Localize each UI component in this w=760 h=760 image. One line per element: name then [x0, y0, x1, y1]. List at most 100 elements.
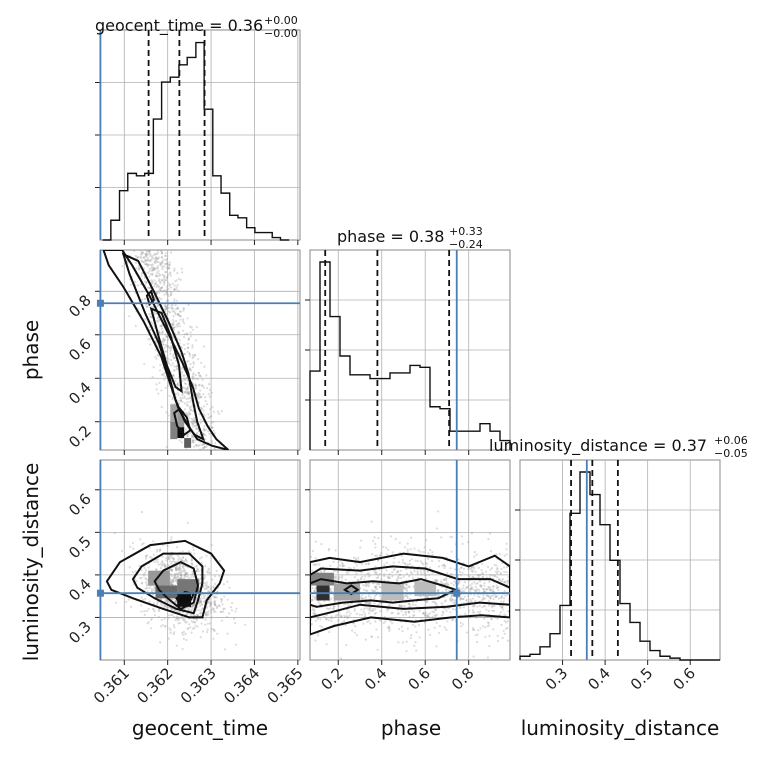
sample-point-phase-luminosity-distance-429 [433, 626, 436, 629]
sample-point-phase-luminosity-distance-513 [461, 571, 464, 574]
sample-point-geocent-time-phase-332 [173, 288, 176, 291]
sample-point-geocent-time-luminosity-distance-974 [140, 582, 143, 585]
sample-point-geocent-time-phase-384 [172, 328, 175, 331]
sample-point-geocent-time-luminosity-distance-862 [173, 631, 176, 634]
sample-point-geocent-time-phase-1081 [158, 296, 161, 300]
sample-point-geocent-time-luminosity-distance-393 [172, 558, 175, 561]
sample-point-geocent-time-luminosity-distance-99 [182, 633, 185, 637]
sample-point-geocent-time-phase-13 [187, 393, 190, 396]
sample-point-phase-luminosity-distance-225 [360, 539, 363, 542]
sample-point-phase-luminosity-distance-752 [506, 593, 509, 597]
sample-point-phase-luminosity-distance-139 [384, 620, 387, 623]
sample-point-geocent-time-phase-195 [134, 324, 137, 328]
sample-point-phase-luminosity-distance-787 [438, 631, 441, 635]
sample-point-geocent-time-phase-30 [139, 283, 143, 286]
sample-point-geocent-time-phase-601 [141, 260, 144, 263]
sample-point-geocent-time-luminosity-distance-413 [171, 575, 174, 578]
sample-point-phase-luminosity-distance-237 [366, 601, 369, 604]
sample-point-geocent-time-phase-416 [202, 345, 205, 348]
sample-point-phase-luminosity-distance-6 [375, 572, 378, 575]
sample-point-geocent-time-luminosity-distance-1085 [213, 596, 217, 599]
sample-point-phase-luminosity-distance-890 [503, 632, 506, 635]
sample-point-phase-luminosity-distance-917 [431, 553, 434, 556]
sample-point-phase-luminosity-distance-518 [425, 614, 428, 618]
sample-point-geocent-time-phase-1090 [155, 256, 158, 259]
sample-point-phase-luminosity-distance-1000 [434, 614, 437, 617]
sample-point-geocent-time-phase-868 [163, 293, 166, 296]
sample-point-geocent-time-phase-987 [146, 253, 149, 256]
sample-point-phase-luminosity-distance-1231 [448, 598, 451, 601]
sample-point-geocent-time-phase-949 [153, 260, 156, 264]
sample-point-geocent-time-luminosity-distance-173 [198, 598, 202, 601]
sample-point-phase-luminosity-distance-1127 [420, 561, 423, 564]
sample-point-phase-luminosity-distance-1372 [486, 594, 489, 597]
sample-point-geocent-time-phase-978 [143, 256, 146, 259]
sample-point-geocent-time-luminosity-distance-977 [226, 632, 229, 635]
sample-point-geocent-time-phase-364 [171, 396, 174, 399]
density-cell-phase-luminosity-distance-3 [381, 583, 404, 601]
sample-point-geocent-time-phase-50 [148, 286, 151, 289]
sample-point-geocent-time-luminosity-distance-822 [161, 561, 164, 564]
sample-point-geocent-time-phase-805 [182, 307, 186, 310]
sample-point-phase-luminosity-distance-1291 [484, 626, 487, 629]
sample-point-phase-luminosity-distance-240 [374, 586, 377, 590]
sample-point-phase-luminosity-distance-746 [408, 575, 411, 578]
sample-point-geocent-time-phase-120 [145, 263, 149, 266]
sample-point-geocent-time-luminosity-distance-637 [200, 622, 203, 625]
sample-point-geocent-time-luminosity-distance-283 [172, 633, 175, 636]
sample-point-phase-luminosity-distance-1115 [375, 593, 378, 597]
contour-geocent-time-luminosity-distance-1 [131, 552, 204, 615]
sample-point-phase-luminosity-distance-386 [398, 605, 401, 608]
sample-point-phase-luminosity-distance-682 [425, 539, 428, 542]
sample-point-geocent-time-phase-865 [183, 333, 186, 336]
sample-point-geocent-time-phase-87 [170, 358, 173, 362]
sample-point-geocent-time-phase-346 [157, 304, 160, 307]
sample-point-geocent-time-luminosity-distance-521 [191, 563, 194, 566]
sample-point-geocent-time-phase-350 [151, 376, 154, 379]
sample-point-geocent-time-luminosity-distance-444 [181, 556, 185, 559]
sample-point-geocent-time-phase-658 [146, 265, 149, 268]
sample-point-geocent-time-luminosity-distance-6 [181, 631, 184, 635]
sample-point-geocent-time-phase-912 [163, 338, 167, 341]
sample-point-geocent-time-phase-295 [173, 310, 176, 313]
sample-point-geocent-time-phase-95 [200, 396, 203, 399]
sample-point-phase-luminosity-distance-161 [442, 611, 445, 614]
sample-point-geocent-time-phase-1023 [186, 413, 189, 416]
sample-point-geocent-time-luminosity-distance-827 [218, 605, 221, 608]
sample-point-phase-luminosity-distance-327 [375, 588, 378, 591]
sample-point-geocent-time-phase-240 [190, 326, 193, 329]
sample-point-geocent-time-phase-702 [161, 266, 164, 269]
sample-point-phase-luminosity-distance-985 [463, 595, 466, 598]
sample-point-phase-luminosity-distance-254 [355, 558, 358, 561]
sample-point-geocent-time-luminosity-distance-696 [196, 567, 199, 570]
sample-point-geocent-time-luminosity-distance-984 [159, 602, 163, 605]
sample-point-geocent-time-luminosity-distance-276 [170, 583, 174, 586]
sample-point-phase-luminosity-distance-1317 [341, 575, 344, 578]
sample-point-geocent-time-luminosity-distance-424 [149, 556, 152, 559]
sample-point-phase-luminosity-distance-616 [375, 582, 378, 586]
sample-point-geocent-time-phase-389 [171, 398, 174, 401]
sample-point-geocent-time-phase-118 [188, 352, 191, 355]
sample-point-geocent-time-phase-140 [186, 457, 188, 459]
sample-point-geocent-time-phase-333 [167, 282, 170, 285]
sample-point-geocent-time-phase-810 [165, 293, 168, 296]
sample-point-geocent-time-phase-11 [192, 361, 195, 364]
sample-point-geocent-time-phase-59 [198, 413, 201, 416]
sample-point-phase-luminosity-distance-1074 [329, 564, 332, 567]
sample-point-phase-luminosity-distance-1157 [473, 611, 476, 614]
sample-point-phase-luminosity-distance-188 [481, 576, 484, 579]
sample-point-geocent-time-phase-1050 [151, 273, 154, 276]
sample-point-geocent-time-phase-870 [201, 384, 204, 387]
sample-point-geocent-time-luminosity-distance-44 [120, 549, 124, 553]
sample-point-phase-luminosity-distance-932 [373, 571, 377, 575]
sample-point-geocent-time-phase-718 [157, 260, 160, 263]
sample-point-geocent-time-luminosity-distance-867 [204, 618, 207, 621]
sample-point-geocent-time-luminosity-distance-482 [152, 602, 155, 605]
sample-point-phase-luminosity-distance-420 [392, 568, 395, 571]
sample-point-geocent-time-phase-1035 [159, 262, 162, 265]
sample-point-geocent-time-phase-1098 [183, 386, 186, 390]
sample-point-geocent-time-phase-504 [160, 264, 163, 267]
sample-point-phase-luminosity-distance-1078 [491, 574, 494, 577]
sample-point-geocent-time-phase-617 [191, 366, 195, 369]
sample-point-geocent-time-phase-731 [198, 393, 201, 396]
